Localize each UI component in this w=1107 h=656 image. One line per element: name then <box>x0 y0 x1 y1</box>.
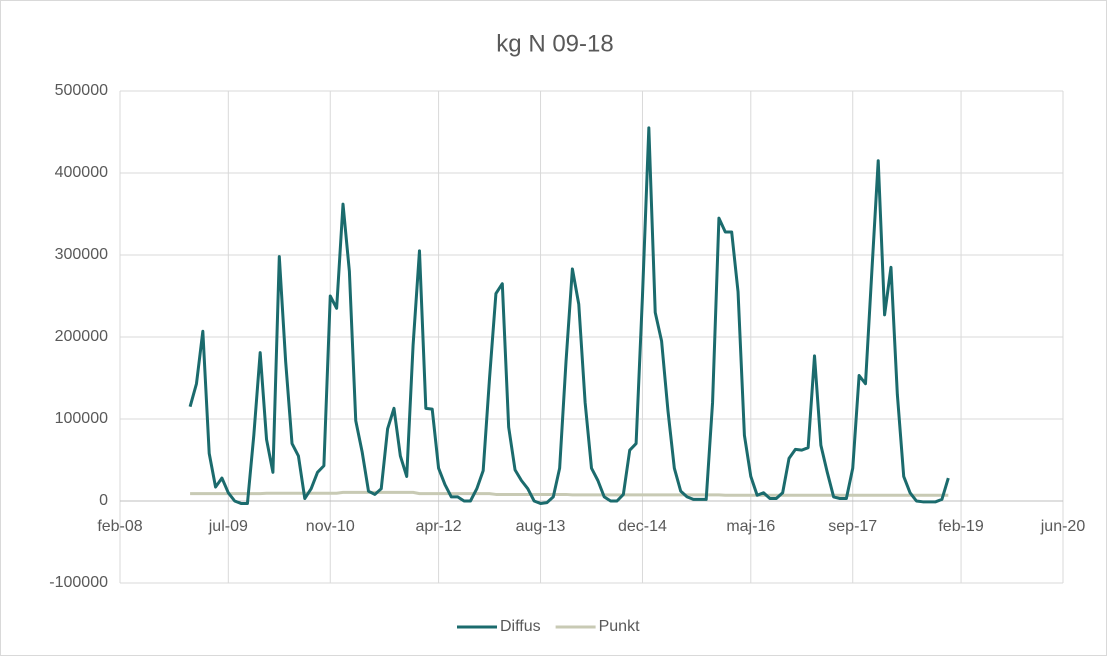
x-tick-label: feb-19 <box>938 518 983 535</box>
data-line <box>188 126 950 505</box>
y-tick-label: 400000 <box>55 164 108 181</box>
y-tick-label: 100000 <box>55 410 108 427</box>
x-tick-label: feb-08 <box>97 518 142 535</box>
x-tick-label: jul-09 <box>208 518 248 535</box>
legend-label: Diffus <box>500 618 541 635</box>
x-tick-label: dec-14 <box>618 518 667 535</box>
y-tick-label: 500000 <box>55 82 108 99</box>
legend-label: Punkt <box>599 618 640 635</box>
y-tick-label: -100000 <box>49 574 108 591</box>
data-line <box>190 490 949 497</box>
y-tick-label: 0 <box>99 492 108 509</box>
x-tick-label: aug-13 <box>516 518 566 535</box>
x-tick-label: maj-16 <box>726 518 775 535</box>
x-tick-label: nov-10 <box>306 518 355 535</box>
x-tick-label: jun-20 <box>1040 518 1086 535</box>
x-tick-label: sep-17 <box>828 518 877 535</box>
y-tick-label: 300000 <box>55 246 108 263</box>
x-tick-label: apr-12 <box>415 518 461 535</box>
y-tick-label: 200000 <box>55 328 108 345</box>
chart-title: kg N 09-18 <box>496 30 613 57</box>
